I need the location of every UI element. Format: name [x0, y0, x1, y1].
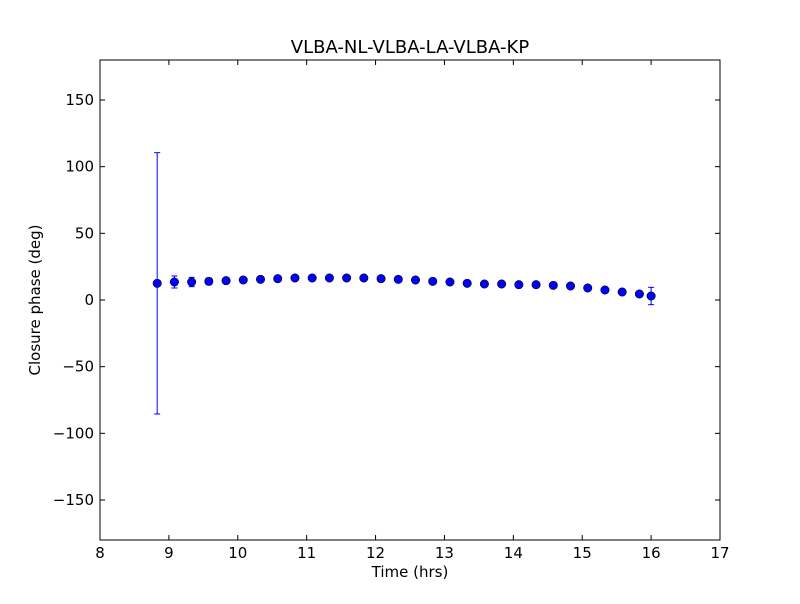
x-tick-label: 15 — [573, 544, 592, 562]
data-point — [428, 276, 438, 286]
y-tick-label: 150 — [65, 91, 94, 109]
data-point — [600, 285, 610, 295]
data-point — [376, 274, 386, 284]
x-tick-label: 13 — [435, 544, 454, 562]
x-axis-label: Time (hrs) — [371, 563, 449, 581]
data-point — [548, 280, 558, 290]
data-point — [273, 274, 283, 284]
y-tick-label: −100 — [53, 424, 94, 442]
y-tick-label: 100 — [65, 158, 94, 176]
y-tick-label: −50 — [62, 358, 94, 376]
data-point — [514, 280, 524, 290]
data-point — [359, 273, 369, 283]
data-point — [169, 277, 179, 287]
data-point — [583, 283, 593, 293]
x-tick-label: 17 — [710, 544, 729, 562]
chart-title: VLBA-NL-VLBA-LA-VLBA-KP — [291, 37, 530, 58]
data-point — [479, 279, 489, 289]
y-tick-label: −150 — [53, 491, 94, 509]
data-point — [411, 275, 421, 285]
y-tick-label: 50 — [75, 224, 94, 242]
y-axis-label: Closure phase (deg) — [26, 225, 44, 376]
x-tick-label: 8 — [95, 544, 105, 562]
data-point — [445, 277, 455, 287]
data-point — [646, 291, 656, 301]
y-tick-label: 0 — [84, 291, 94, 309]
axes-frame — [99, 59, 721, 541]
x-tick-label: 16 — [642, 544, 661, 562]
data-point — [566, 281, 576, 291]
data-point — [497, 279, 507, 289]
data-point — [256, 274, 266, 284]
data-point — [307, 273, 317, 283]
x-tick-label: 10 — [228, 544, 247, 562]
x-tick-label: 9 — [164, 544, 174, 562]
x-tick-label: 12 — [366, 544, 385, 562]
data-point — [290, 273, 300, 283]
x-tick-label: 14 — [504, 544, 523, 562]
data-point — [238, 275, 248, 285]
data-point — [634, 289, 644, 299]
data-point — [152, 278, 162, 288]
data-point — [187, 277, 197, 287]
data-point — [342, 273, 352, 283]
data-point — [221, 276, 231, 286]
data-point — [462, 278, 472, 288]
y-axis-ticks: −150 −100 −50 0 50 100 150 — [53, 91, 720, 509]
data-point — [324, 273, 334, 283]
x-tick-label: 11 — [297, 544, 316, 562]
axes-background — [100, 60, 720, 540]
data-point — [204, 276, 214, 286]
data-points — [152, 273, 656, 301]
data-point — [617, 287, 627, 297]
data-point — [531, 280, 541, 290]
data-point — [393, 274, 403, 284]
x-axis-ticks: 8 9 10 11 12 13 14 15 16 17 — [95, 60, 730, 562]
